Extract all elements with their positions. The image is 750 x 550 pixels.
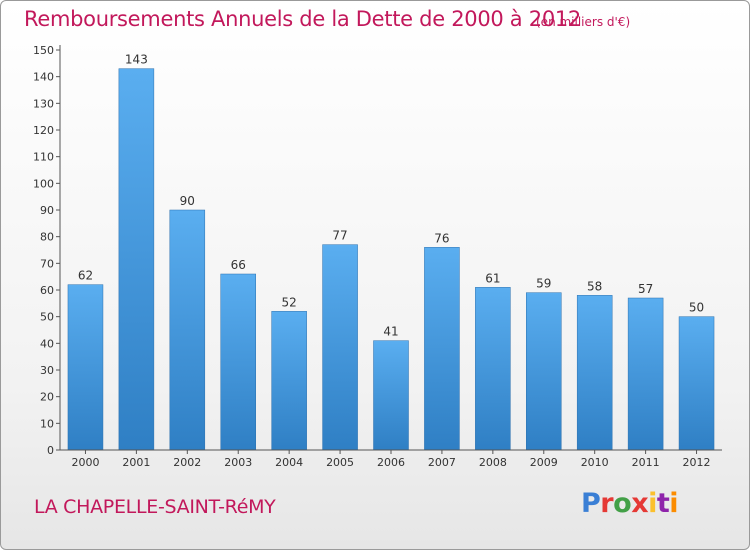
logo-letter: r <box>600 488 614 519</box>
y-tick-label: 40 <box>40 337 54 350</box>
place-name: LA CHAPELLE-SAINT-RéMY <box>34 496 276 518</box>
bar-value-label: 62 <box>78 269 93 283</box>
bar-value-label: 76 <box>434 231 449 245</box>
bar <box>526 292 562 451</box>
bar <box>67 284 104 451</box>
y-tick-label: 80 <box>40 231 54 244</box>
chart-unit: (en milliers d'€) <box>536 15 631 29</box>
x-tick-label: 2011 <box>632 456 660 469</box>
logo-letter: P <box>581 488 601 519</box>
bar-value-label: 52 <box>282 295 297 309</box>
y-axis: 0 10 20 30 40 50 60 70 80 90 100 110 120 130 140 150 <box>33 44 61 457</box>
logo-letter: o <box>613 488 632 519</box>
bar <box>627 297 664 451</box>
x-tick-label: 2006 <box>377 456 405 469</box>
bar-value-label: 41 <box>383 325 398 339</box>
bar <box>169 209 206 451</box>
logo-letter: t <box>656 488 670 519</box>
bar-value-label: 77 <box>332 229 347 243</box>
x-tick-label: 2007 <box>428 456 456 469</box>
bar <box>424 247 460 451</box>
y-tick-label: 0 <box>47 444 54 457</box>
y-tick-label: 20 <box>40 391 54 404</box>
bar-value-label: 143 <box>125 53 148 67</box>
x-tick-label: 2009 <box>530 456 558 469</box>
bar-value-label: 58 <box>587 279 602 293</box>
bar-value-label: 59 <box>536 277 551 291</box>
x-tick-label: 2012 <box>683 456 711 469</box>
x-tick-label: 2008 <box>479 456 507 469</box>
y-tick-label: 90 <box>40 204 54 217</box>
x-tick-label: 2000 <box>71 456 99 469</box>
y-tick-label: 110 <box>33 151 54 164</box>
y-tick-label: 50 <box>40 311 54 324</box>
x-tick-label: 2010 <box>581 456 609 469</box>
y-tick-label: 10 <box>40 417 54 430</box>
bar-value-label: 61 <box>485 271 500 285</box>
x-axis: 2000 2001 2002 2003 2004 2005 2006 2007 2008 2009… <box>60 449 722 469</box>
y-tick-label: 70 <box>40 257 54 270</box>
bar-value-label: 90 <box>180 194 195 208</box>
y-tick-label: 30 <box>40 364 54 377</box>
y-tick-label: 120 <box>33 124 54 137</box>
logo-letter: x <box>631 488 649 519</box>
bar <box>576 295 613 451</box>
y-tick-label: 130 <box>33 97 54 110</box>
y-tick-label: 140 <box>33 71 54 84</box>
bar-value-label: 57 <box>638 282 653 296</box>
bar <box>220 273 256 451</box>
x-tick-label: 2002 <box>173 456 201 469</box>
bar-value-label: 50 <box>689 301 704 315</box>
y-tick-label: 100 <box>33 177 54 190</box>
bar <box>322 244 358 451</box>
x-tick-label: 2004 <box>275 456 303 469</box>
x-tick-label: 2005 <box>326 456 354 469</box>
chart-title: Remboursements Annuels de la Dette de 20… <box>24 7 581 31</box>
y-tick-label: 150 <box>33 44 54 57</box>
logo-letter: i <box>669 488 679 519</box>
bar <box>118 68 155 451</box>
bar <box>678 316 715 451</box>
y-tick-label: 60 <box>40 284 54 297</box>
x-tick-label: 2003 <box>224 456 252 469</box>
logo-letter: i <box>648 488 657 519</box>
bar <box>373 340 409 451</box>
bar-value-label: 66 <box>231 258 246 272</box>
bars: 62 143 90 66 52 77 41 76 61 59 58 57 50 <box>67 53 715 451</box>
bar <box>271 311 307 451</box>
bar <box>475 287 511 451</box>
x-tick-label: 2001 <box>122 456 150 469</box>
proxiti-logo: Proxiti <box>581 488 679 519</box>
